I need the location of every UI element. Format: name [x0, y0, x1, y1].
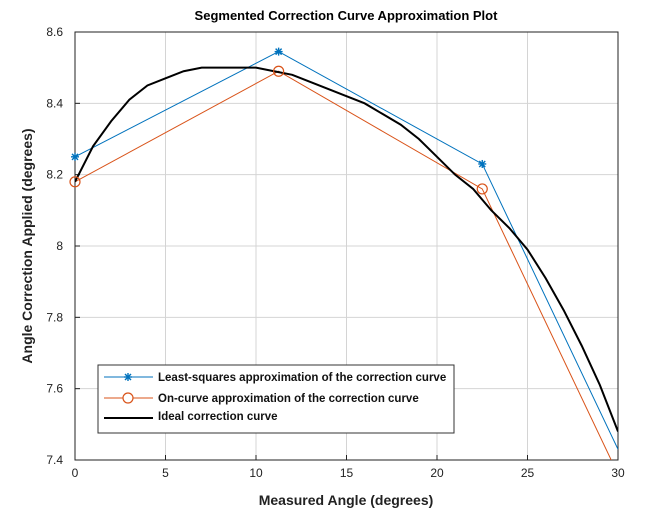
asterisk-stroke: [275, 48, 283, 56]
x-tick-label: 5: [162, 466, 169, 480]
x-tick-label: 30: [611, 466, 625, 480]
circle-marker: [476, 183, 488, 195]
y-tick-label: 8.6: [46, 25, 63, 39]
y-tick-label: 8.4: [46, 96, 63, 110]
asterisk-marker: [71, 152, 79, 161]
x-tick-label: 20: [430, 466, 444, 480]
series-line-2: [75, 66, 618, 432]
x-tick-label: 10: [249, 466, 263, 480]
x-ticks: 0 5 10 15 20 25 30: [72, 455, 625, 480]
asterisk-marker: [124, 373, 132, 381]
asterisk-marker: [274, 47, 283, 56]
asterisk-marker: [478, 159, 487, 168]
circle-marker: [69, 176, 81, 188]
chart-title: Segmented Correction Curve Approximation…: [195, 8, 499, 23]
circle-marker: [273, 65, 285, 77]
y-tick-label: 8.2: [46, 168, 63, 182]
legend: Least-squares approximation of the corre…: [97, 364, 455, 434]
legend-entry-least-squares: Least-squares approximation of the corre…: [104, 372, 446, 384]
x-tick-label: 25: [521, 466, 535, 480]
series: [75, 51, 618, 460]
legend-label: Ideal correction curve: [158, 411, 278, 423]
markers: [69, 47, 488, 195]
x-tick-label: 15: [340, 466, 354, 480]
asterisk-marker-icon: [124, 373, 132, 381]
y-tick-label: 7.4: [46, 453, 63, 467]
asterisk-stroke: [124, 373, 132, 381]
asterisk-stroke: [478, 160, 486, 168]
legend-entry-on-curve: On-curve approximation of the correction…: [104, 392, 419, 405]
circle-marker-icon: [122, 392, 134, 404]
y-tick-label: 8: [56, 239, 63, 253]
y-tick-label: 7.8: [46, 310, 63, 324]
y-axis-label: Angle Correction Applied (degrees): [19, 128, 35, 363]
y-ticks: 7.4 7.6 7.8 8 8.2 8.4 8.6: [46, 25, 80, 467]
x-tick-label: 0: [72, 466, 79, 480]
series-line-0: [75, 51, 618, 450]
asterisk-stroke: [71, 153, 79, 161]
legend-entry-ideal: Ideal correction curve: [104, 411, 278, 423]
y-tick-label: 7.6: [46, 382, 63, 396]
x-axis-label: Measured Angle (degrees): [259, 492, 434, 508]
series-line-1: [75, 70, 612, 460]
legend-label: Least-squares approximation of the corre…: [158, 372, 446, 384]
legend-box: [97, 364, 455, 434]
legend-label: On-curve approximation of the correction…: [158, 393, 419, 405]
